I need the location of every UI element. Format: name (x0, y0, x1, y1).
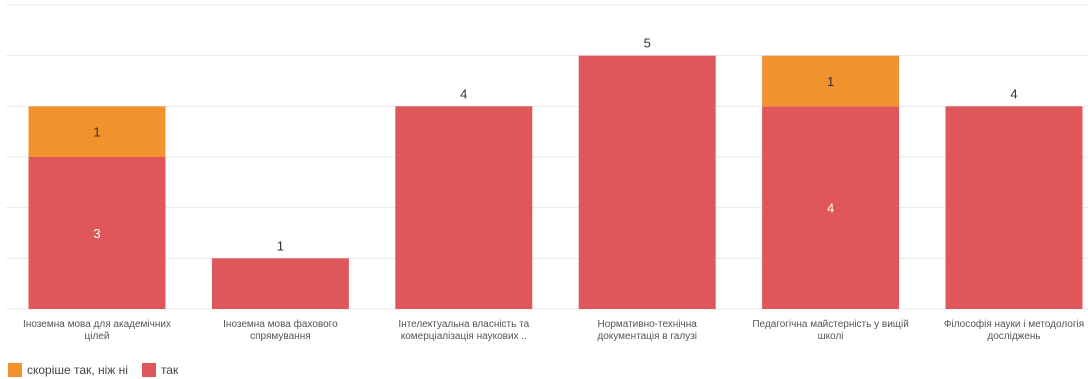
legend-swatch-maybe-yes (8, 363, 22, 377)
x-tick-label: Іноземна мова фахового спрямування (223, 318, 338, 342)
x-tick-label: Педагогічна майстерність у вищій школі (752, 319, 909, 342)
data-label-maybe-yes: 1 (93, 125, 100, 140)
legend-item-maybe-yes[interactable]: скоріше так, ніж ні (8, 363, 128, 377)
bar-segment-yes[interactable] (211, 258, 349, 309)
legend-label-maybe-yes: скоріше так, ніж ні (27, 363, 128, 377)
legend-swatch-yes (141, 363, 156, 377)
bar-segment-yes[interactable] (945, 106, 1083, 309)
data-label-maybe-yes: 1 (827, 74, 834, 89)
data-label-yes: 3 (93, 226, 100, 241)
data-label-total: 5 (644, 36, 651, 51)
legend-label-yes: так (160, 363, 179, 377)
x-tick-label: Інтелектуальна власність та комерціалізац… (398, 319, 529, 342)
bar-segment-yes[interactable] (28, 157, 166, 309)
x-tick-label: Іноземна мова для академічних цілей (23, 319, 171, 342)
bar-segment-maybe-yes[interactable] (762, 55, 900, 107)
bar-segment-yes[interactable] (395, 106, 533, 309)
x-tick-label: Філософія науки і методологія досліджень (944, 318, 1084, 342)
data-label-total: 4 (460, 86, 467, 101)
x-tick-label: Нормативно-технічна документація в галузі (597, 319, 697, 342)
data-label-total: 1 (277, 238, 284, 253)
bar-segment-yes[interactable] (762, 106, 900, 309)
bar-segment-yes[interactable] (578, 55, 716, 309)
legend-item-yes[interactable]: так (141, 363, 179, 377)
data-label-yes: 4 (827, 201, 834, 216)
legend: скоріше так, ніж ні так (8, 362, 178, 378)
data-label-total: 4 (1010, 86, 1017, 101)
bar-segment-maybe-yes[interactable] (28, 106, 166, 157)
